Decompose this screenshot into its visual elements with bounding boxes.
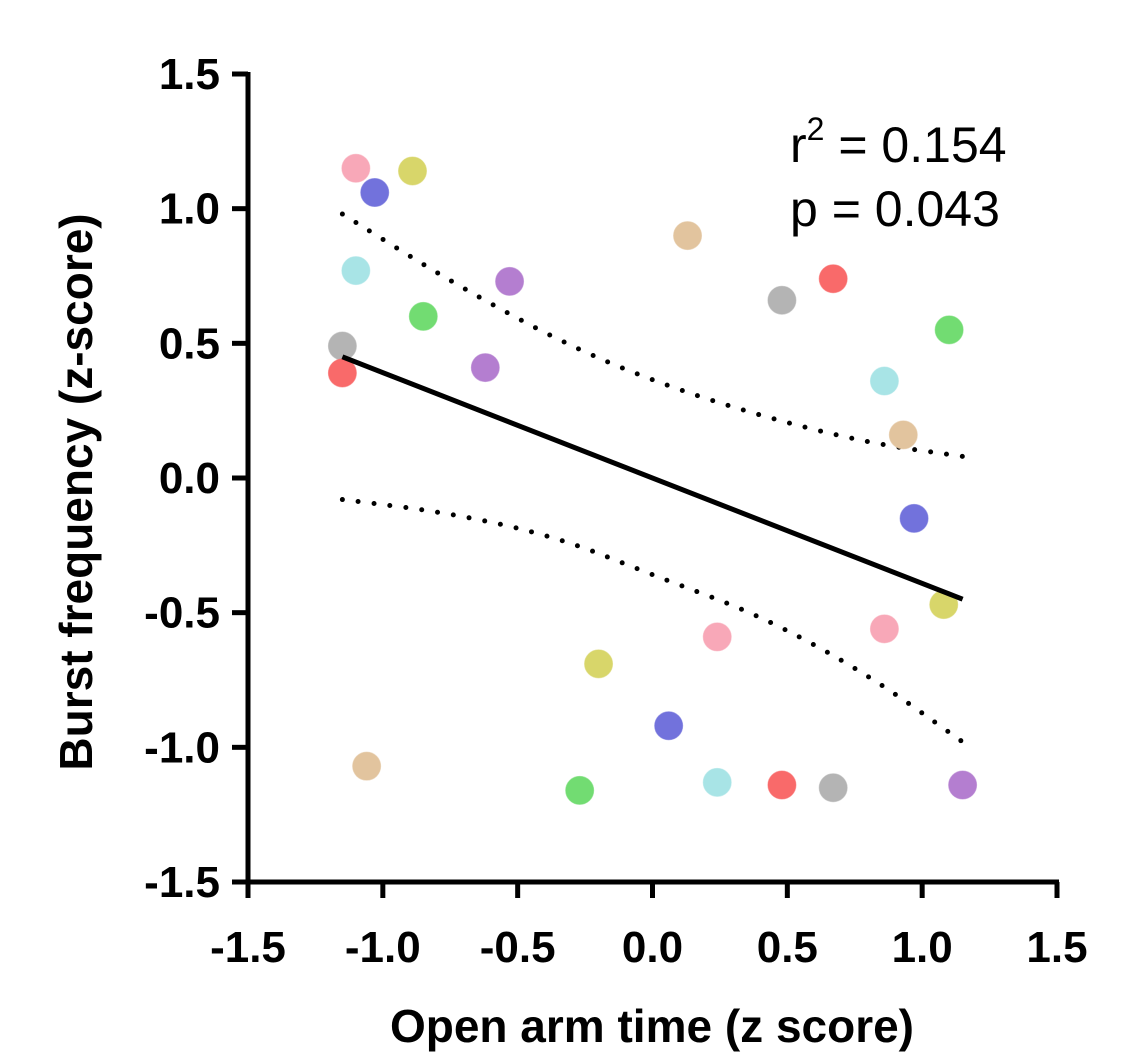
data-point [767, 285, 797, 315]
data-point [702, 767, 732, 797]
x-tick-label: -1.0 [345, 923, 421, 972]
y-tick-label: -0.5 [144, 589, 220, 638]
data-point [352, 751, 382, 781]
ci-lower-curve [339, 497, 966, 745]
data-point [818, 264, 848, 294]
data-point [654, 711, 684, 741]
p-value-annotation: p = 0.043 [790, 181, 1000, 237]
x-tick-label: -0.5 [480, 923, 556, 972]
x-tick-label: 0.0 [622, 923, 683, 972]
data-point [408, 301, 438, 331]
x-tick-label: 1.5 [1026, 923, 1087, 972]
data-point [470, 353, 500, 383]
x-tick-label: 0.5 [757, 923, 818, 972]
data-point [673, 221, 703, 251]
y-tick-label: -1.5 [144, 858, 220, 907]
r-squared-annotation: r2 = 0.154 [790, 111, 1007, 173]
y-axis-title: Burst frequency (z-score) [50, 213, 102, 770]
data-point [899, 503, 929, 533]
data-point [327, 331, 357, 361]
data-point [888, 420, 918, 450]
y-tick-label: 0.5 [159, 319, 220, 368]
data-point [495, 266, 525, 296]
data-point [584, 649, 614, 679]
data-point [934, 315, 964, 345]
data-point [869, 366, 899, 396]
ci-upper-curve [339, 211, 966, 459]
data-point [397, 156, 427, 186]
x-axis-title: Open arm time (z score) [390, 1000, 914, 1052]
data-point [869, 614, 899, 644]
data-point [341, 256, 371, 286]
ticks: -1.5 -1.0 -0.5 0.0 0.5 1.0 1.5 1.5 1.0 0.5 0.0 -0.5… [144, 50, 1087, 972]
x-tick-label: 1.0 [892, 923, 953, 972]
data-point [702, 622, 732, 652]
data-point [948, 770, 978, 800]
data-points [327, 153, 978, 805]
regression-line [341, 354, 964, 602]
y-tick-label: -1.0 [144, 723, 220, 772]
data-point [767, 770, 797, 800]
x-tick-label: -1.5 [210, 923, 286, 972]
data-point [360, 178, 390, 208]
y-tick-label: 0.0 [159, 454, 220, 503]
y-tick-label: 1.0 [159, 185, 220, 234]
data-point [341, 153, 371, 183]
data-point [565, 775, 595, 805]
data-point [818, 773, 848, 803]
y-tick-label: 1.5 [159, 50, 220, 99]
confidence-band [339, 211, 966, 745]
